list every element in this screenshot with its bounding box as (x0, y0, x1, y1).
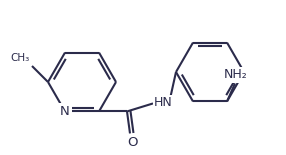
Text: N: N (60, 105, 70, 118)
Text: CH₃: CH₃ (11, 53, 30, 63)
Text: HN: HN (154, 96, 173, 109)
Text: NH₂: NH₂ (224, 69, 248, 81)
Text: O: O (127, 136, 137, 149)
